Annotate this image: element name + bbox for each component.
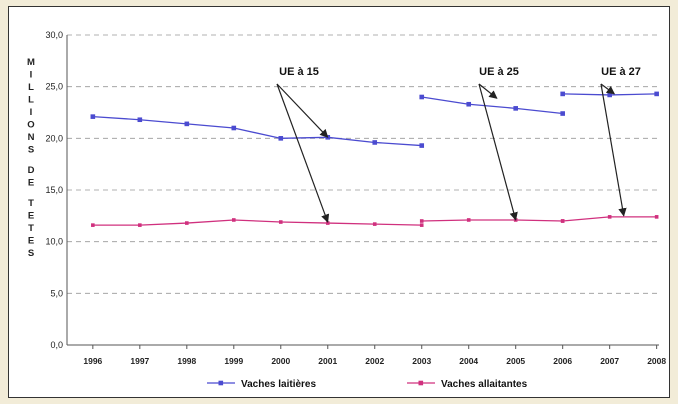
x-tick-label: 2005 xyxy=(506,356,525,366)
x-tick-label: 2004 xyxy=(459,356,478,366)
data-point xyxy=(185,221,189,225)
x-tick-label: 2006 xyxy=(553,356,572,366)
annotation-arrow xyxy=(277,84,328,222)
x-tick-label: 2008 xyxy=(647,356,666,366)
data-point xyxy=(138,223,142,227)
line-chart: 0,0 5,0 10,0 15,0 20,0 25,0 30,0 1996 1997 1998 19… xyxy=(9,7,669,397)
data-point xyxy=(91,223,95,227)
data-point xyxy=(232,218,236,222)
annotation-label: UE à 27 xyxy=(601,66,641,78)
y-tick-label: 10,0 xyxy=(45,237,63,247)
legend-marker xyxy=(419,381,424,386)
data-point xyxy=(91,114,96,119)
x-tick-label: 2007 xyxy=(600,356,619,366)
legend-marker xyxy=(219,381,224,386)
y-tick-label: 30,0 xyxy=(45,30,63,40)
data-point xyxy=(419,95,424,100)
annotation-label: UE à 25 xyxy=(479,66,519,78)
y-axis-label-letter: S xyxy=(28,145,34,156)
data-point xyxy=(420,219,424,223)
x-tick-label: 2000 xyxy=(271,356,290,366)
y-tick-label: 5,0 xyxy=(50,288,63,298)
y-axis-label-letter: I xyxy=(30,70,33,81)
y-axis-label-letter: O xyxy=(27,120,34,131)
legend-label: Vaches laitières xyxy=(241,379,316,390)
y-axis-label-letter: M xyxy=(27,57,35,68)
annotation-arrow xyxy=(277,84,328,137)
data-point xyxy=(231,126,236,131)
data-point xyxy=(560,111,565,116)
y-axis-label-letter: E xyxy=(28,178,34,189)
y-axis-label-letter: L xyxy=(28,82,34,93)
x-tick-label: 1996 xyxy=(83,356,102,366)
y-tick-label: 25,0 xyxy=(45,82,63,92)
data-point xyxy=(560,92,565,97)
data-point xyxy=(419,143,424,148)
y-axis-label-letter: E xyxy=(28,211,34,222)
x-tick-label: 2003 xyxy=(412,356,431,366)
y-axis-label-letter: L xyxy=(28,95,34,106)
annotation-label: UE à 15 xyxy=(279,66,319,78)
y-axis-label-letter: E xyxy=(28,236,34,247)
y-axis-label-letter: S xyxy=(28,248,34,259)
y-tick-label: 15,0 xyxy=(45,185,63,195)
data-point xyxy=(561,219,565,223)
x-tick-label: 1997 xyxy=(130,356,149,366)
series-line xyxy=(93,220,422,225)
y-axis-label-letter: D xyxy=(28,165,35,176)
data-point xyxy=(466,102,471,107)
annotation-arrow xyxy=(479,84,516,220)
y-axis-label-letter: I xyxy=(30,107,33,118)
data-point xyxy=(420,223,424,227)
data-point xyxy=(467,218,471,222)
data-point xyxy=(138,117,143,122)
y-tick-label: 20,0 xyxy=(45,133,63,143)
data-point xyxy=(513,106,518,111)
x-tick-label: 1998 xyxy=(177,356,196,366)
data-point xyxy=(655,215,659,219)
data-point xyxy=(373,222,377,226)
y-axis-label-letter: T xyxy=(28,198,34,209)
data-point xyxy=(278,136,283,141)
series-line xyxy=(93,117,422,146)
y-axis-label-letter: T xyxy=(28,223,34,234)
series-line xyxy=(422,220,563,221)
x-tick-label: 1999 xyxy=(224,356,243,366)
x-tick-label: 2001 xyxy=(318,356,337,366)
annotation-arrow xyxy=(601,84,624,216)
y-tick-label: 0,0 xyxy=(50,340,63,350)
series-line xyxy=(422,97,563,114)
y-axis-label-letter: N xyxy=(28,132,35,143)
data-point xyxy=(185,122,190,127)
data-point xyxy=(654,92,659,97)
data-point xyxy=(279,220,283,224)
legend-label: Vaches allaitantes xyxy=(441,379,528,390)
data-point xyxy=(372,140,377,145)
x-tick-label: 2002 xyxy=(365,356,384,366)
data-point xyxy=(607,93,612,98)
data-point xyxy=(608,215,612,219)
chart-frame: 0,0 5,0 10,0 15,0 20,0 25,0 30,0 1996 1997 1998 19… xyxy=(8,6,670,398)
